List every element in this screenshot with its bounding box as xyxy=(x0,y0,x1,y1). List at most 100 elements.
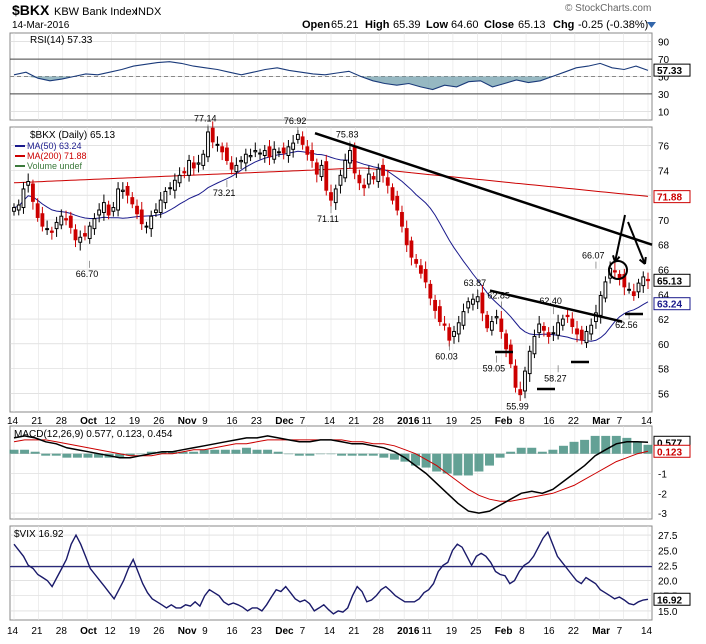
candle-body xyxy=(187,159,191,176)
y-tick-label: 25.0 xyxy=(658,546,678,557)
value-tag xyxy=(653,297,691,311)
macd-histogram-bar xyxy=(220,449,230,454)
candle-body xyxy=(499,318,504,332)
x-tick-label-mid: 14 xyxy=(641,416,653,427)
value-tag-label: 0.123 xyxy=(657,447,682,458)
value-tag-label: 63.24 xyxy=(657,300,682,311)
macd-histogram-bar xyxy=(146,451,156,454)
y-tick-label: 20.0 xyxy=(658,577,678,588)
price-label: 63.87 xyxy=(464,278,487,288)
candle-body xyxy=(12,207,16,212)
open-value: 65.21 xyxy=(331,19,359,31)
macd-histogram-bar xyxy=(537,451,547,454)
candle-body xyxy=(333,188,338,204)
candle-body xyxy=(627,288,631,291)
x-tick-label-mid: Mar xyxy=(592,416,610,427)
y-tick-label: 27.5 xyxy=(658,531,678,542)
candle-body xyxy=(461,311,466,326)
rsi-line xyxy=(13,61,649,91)
x-tick-label: 14 xyxy=(641,626,653,637)
candle-body xyxy=(589,324,594,335)
macd-histogram-bar xyxy=(136,453,146,455)
price-label: 58.27 xyxy=(544,373,567,383)
candle-body xyxy=(579,329,584,341)
macd-histogram-bar xyxy=(558,445,568,454)
x-tick-label-mid: 28 xyxy=(56,416,68,427)
candle-body xyxy=(243,153,248,164)
candle-body xyxy=(154,209,158,214)
candle-body xyxy=(267,146,272,158)
close-value: 65.13 xyxy=(518,19,546,31)
macd-histogram-bar xyxy=(41,453,51,456)
x-tick-label-mid: 19 xyxy=(446,416,458,427)
candle-body xyxy=(26,181,31,186)
candle-body xyxy=(475,296,480,303)
macd-histogram-bar xyxy=(453,453,463,476)
x-tick-label: 28 xyxy=(373,626,385,637)
macd-histogram-bar xyxy=(273,451,283,454)
candle-body xyxy=(196,162,201,165)
price-label: 60.03 xyxy=(435,351,458,361)
x-axis: 14 21 28 Oct 12 19 26 Nov 9 16 23 Dec 7 14 21 28 2016 11 1… xyxy=(7,416,653,637)
candle-body xyxy=(641,276,646,287)
macd-histogram-bar xyxy=(115,453,125,458)
candle-body xyxy=(295,133,300,140)
x-tick-label-mid: 16 xyxy=(226,416,238,427)
macd-histogram-bar xyxy=(347,453,357,456)
candle-body xyxy=(575,328,579,335)
value-tag xyxy=(653,190,691,204)
support-trendline xyxy=(489,289,623,323)
candle-body xyxy=(163,190,168,204)
candle-body xyxy=(35,203,40,218)
candle-body xyxy=(319,164,324,178)
x-tick-label: 14 xyxy=(324,626,336,637)
price-title: $BKX (Daily) 65.13 xyxy=(30,130,115,141)
candle-body xyxy=(456,322,461,335)
candle-body xyxy=(258,152,262,155)
high-label: High xyxy=(365,19,390,31)
candle-body xyxy=(87,225,92,240)
candle-body xyxy=(570,318,575,327)
candle-body xyxy=(343,159,348,179)
x-tick-label: 14 xyxy=(7,626,19,637)
candle-body xyxy=(636,282,641,293)
price-label: 62.40 xyxy=(539,296,562,306)
legend-label: MA(200) 71.88 xyxy=(27,151,87,161)
macd-histogram-bar xyxy=(178,451,188,454)
macd-histogram-bar xyxy=(548,449,558,454)
dropdown-arrow-icon[interactable] xyxy=(647,22,656,28)
x-tick-label-mid: 25 xyxy=(470,416,482,427)
candle-body xyxy=(177,174,182,184)
macd-histogram-bar xyxy=(51,453,61,456)
macd-title: MACD(12,26,9) 0.577, 0.123, 0.454 xyxy=(14,429,173,440)
value-tag-label: 65.13 xyxy=(657,276,682,287)
candle-body xyxy=(324,161,329,191)
x-tick-label: Oct xyxy=(80,626,97,637)
candle-body xyxy=(527,350,532,375)
x-tick-label-mid: 14 xyxy=(324,416,336,427)
x-tick-label: 12 xyxy=(105,626,117,637)
candle-body xyxy=(352,146,357,174)
chart-date: 14-Mar-2016 xyxy=(12,20,70,31)
x-tick-label-mid: 21 xyxy=(348,416,360,427)
price-label: 71.11 xyxy=(317,214,339,224)
macd-histogram-bar xyxy=(189,451,199,454)
macd-histogram-bar xyxy=(527,447,537,454)
candle-body xyxy=(286,146,291,156)
candle-body xyxy=(409,240,414,258)
candle-body xyxy=(206,131,210,158)
candle-body xyxy=(21,188,26,209)
rsi-title: RSI(14) 57.33 xyxy=(30,35,93,46)
close-label: Close xyxy=(484,19,514,31)
value-tag-label: 0.577 xyxy=(657,438,682,449)
high-value: 65.39 xyxy=(393,19,421,31)
annotation-arrow-right xyxy=(627,221,646,265)
candle-body xyxy=(182,171,187,174)
x-tick-label: 16 xyxy=(226,626,238,637)
candle-body xyxy=(135,205,139,215)
candle-body xyxy=(106,204,111,216)
macd-histogram-bar xyxy=(284,453,294,455)
candle-body xyxy=(31,183,35,202)
